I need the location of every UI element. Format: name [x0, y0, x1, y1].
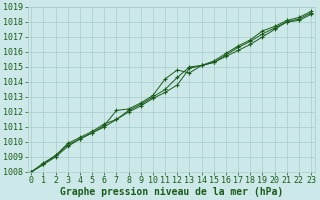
X-axis label: Graphe pression niveau de la mer (hPa): Graphe pression niveau de la mer (hPa)	[60, 186, 283, 197]
